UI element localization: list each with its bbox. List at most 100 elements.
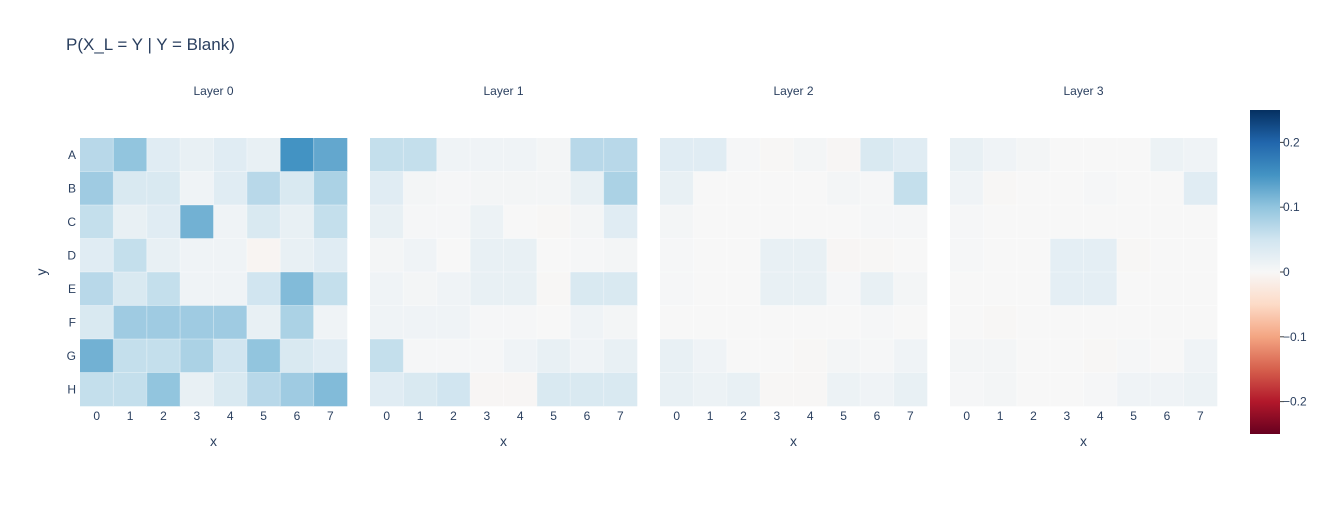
heatmap-cell[interactable] bbox=[1150, 305, 1184, 340]
heatmap-cell[interactable] bbox=[1016, 372, 1051, 407]
heatmap-cell[interactable] bbox=[983, 339, 1018, 373]
heatmap-cell[interactable] bbox=[693, 305, 728, 340]
heatmap-cell[interactable] bbox=[726, 372, 761, 407]
heatmap-cell[interactable] bbox=[893, 372, 928, 407]
heatmap-cell[interactable] bbox=[793, 305, 828, 340]
heatmap-cell[interactable] bbox=[893, 272, 928, 306]
heatmap-cell[interactable] bbox=[793, 171, 828, 206]
heatmap-cell[interactable] bbox=[246, 205, 281, 239]
heatmap-cell[interactable] bbox=[280, 205, 314, 239]
heatmap-cell[interactable] bbox=[503, 205, 538, 239]
heatmap-cell[interactable] bbox=[826, 238, 861, 273]
heatmap-cell[interactable] bbox=[80, 171, 114, 206]
heatmap-cell[interactable] bbox=[603, 305, 638, 340]
heatmap-cell[interactable] bbox=[146, 238, 181, 273]
heatmap-cell[interactable] bbox=[280, 339, 314, 373]
heatmap-cell[interactable] bbox=[693, 372, 728, 407]
heatmap-cell[interactable] bbox=[436, 305, 471, 340]
heatmap-cell[interactable] bbox=[1150, 339, 1184, 373]
heatmap-cell[interactable] bbox=[1083, 305, 1118, 340]
heatmap-cell[interactable] bbox=[793, 339, 828, 373]
heatmap-cell[interactable] bbox=[213, 238, 248, 273]
heatmap-cell[interactable] bbox=[213, 171, 248, 206]
heatmap-cell[interactable] bbox=[470, 372, 504, 407]
heatmap-cell[interactable] bbox=[950, 205, 984, 239]
heatmap-cell[interactable] bbox=[246, 171, 281, 206]
heatmap-cell[interactable] bbox=[950, 238, 984, 273]
heatmap-cell[interactable] bbox=[80, 138, 114, 172]
heatmap-cell[interactable] bbox=[180, 171, 214, 206]
heatmap-cell[interactable] bbox=[983, 238, 1018, 273]
heatmap-cell[interactable] bbox=[1183, 205, 1218, 239]
heatmap-cell[interactable] bbox=[603, 205, 638, 239]
heatmap-cell[interactable] bbox=[1183, 372, 1218, 407]
heatmap-cell[interactable] bbox=[1050, 138, 1084, 172]
heatmap-cell[interactable] bbox=[826, 305, 861, 340]
heatmap-cell[interactable] bbox=[570, 138, 604, 172]
heatmap-cell[interactable] bbox=[570, 205, 604, 239]
heatmap-cell[interactable] bbox=[313, 339, 348, 373]
heatmap-cell[interactable] bbox=[403, 205, 438, 239]
heatmap-cell[interactable] bbox=[1150, 238, 1184, 273]
heatmap-cell[interactable] bbox=[1150, 138, 1184, 172]
heatmap-cell[interactable] bbox=[80, 238, 114, 273]
heatmap-cell[interactable] bbox=[503, 372, 538, 407]
heatmap-cell[interactable] bbox=[660, 339, 694, 373]
heatmap-cell[interactable] bbox=[983, 171, 1018, 206]
heatmap-cell[interactable] bbox=[1116, 171, 1151, 206]
heatmap-cell[interactable] bbox=[1016, 238, 1051, 273]
heatmap-cell[interactable] bbox=[860, 339, 894, 373]
heatmap-cell[interactable] bbox=[1050, 339, 1084, 373]
heatmap-cell[interactable] bbox=[80, 372, 114, 407]
heatmap-cell[interactable] bbox=[760, 205, 794, 239]
heatmap-cell[interactable] bbox=[403, 138, 438, 172]
heatmap-cell[interactable] bbox=[570, 372, 604, 407]
heatmap-cell[interactable] bbox=[693, 339, 728, 373]
heatmap-cell[interactable] bbox=[436, 272, 471, 306]
heatmap-cell[interactable] bbox=[726, 272, 761, 306]
heatmap-cell[interactable] bbox=[693, 171, 728, 206]
heatmap-cell[interactable] bbox=[370, 171, 404, 206]
heatmap-cell[interactable] bbox=[860, 305, 894, 340]
heatmap-cell[interactable] bbox=[1016, 305, 1051, 340]
heatmap-cell[interactable] bbox=[760, 305, 794, 340]
heatmap-cell[interactable] bbox=[313, 272, 348, 306]
heatmap-cell[interactable] bbox=[860, 272, 894, 306]
heatmap-cell[interactable] bbox=[860, 372, 894, 407]
heatmap-cell[interactable] bbox=[280, 272, 314, 306]
heatmap-cell[interactable] bbox=[536, 305, 571, 340]
heatmap-cell[interactable] bbox=[113, 272, 148, 306]
heatmap-cell[interactable] bbox=[660, 171, 694, 206]
heatmap-cell[interactable] bbox=[983, 205, 1018, 239]
heatmap-cell[interactable] bbox=[893, 238, 928, 273]
heatmap-cell[interactable] bbox=[503, 238, 538, 273]
heatmap-cell[interactable] bbox=[503, 171, 538, 206]
heatmap-cell[interactable] bbox=[760, 339, 794, 373]
heatmap-cell[interactable] bbox=[436, 339, 471, 373]
heatmap-cell[interactable] bbox=[470, 272, 504, 306]
heatmap-cell[interactable] bbox=[180, 339, 214, 373]
heatmap-cell[interactable] bbox=[950, 272, 984, 306]
heatmap-cell[interactable] bbox=[403, 305, 438, 340]
heatmap-cell[interactable] bbox=[1083, 339, 1118, 373]
heatmap-cell[interactable] bbox=[313, 305, 348, 340]
heatmap-cell[interactable] bbox=[280, 171, 314, 206]
heatmap-cell[interactable] bbox=[113, 305, 148, 340]
heatmap-cell[interactable] bbox=[603, 372, 638, 407]
heatmap-cell[interactable] bbox=[1183, 138, 1218, 172]
heatmap-cell[interactable] bbox=[403, 238, 438, 273]
heatmap-cell[interactable] bbox=[536, 339, 571, 373]
heatmap-cell[interactable] bbox=[313, 138, 348, 172]
heatmap-cell[interactable] bbox=[370, 138, 404, 172]
heatmap-cell[interactable] bbox=[470, 171, 504, 206]
heatmap-cell[interactable] bbox=[570, 171, 604, 206]
heatmap-cell[interactable] bbox=[213, 205, 248, 239]
heatmap-cell[interactable] bbox=[1150, 171, 1184, 206]
heatmap-cell[interactable] bbox=[860, 171, 894, 206]
heatmap-cell[interactable] bbox=[693, 272, 728, 306]
heatmap-cell[interactable] bbox=[570, 305, 604, 340]
heatmap-cell[interactable] bbox=[1083, 171, 1118, 206]
heatmap-cell[interactable] bbox=[660, 138, 694, 172]
heatmap-cell[interactable] bbox=[536, 372, 571, 407]
heatmap-cell[interactable] bbox=[470, 238, 504, 273]
